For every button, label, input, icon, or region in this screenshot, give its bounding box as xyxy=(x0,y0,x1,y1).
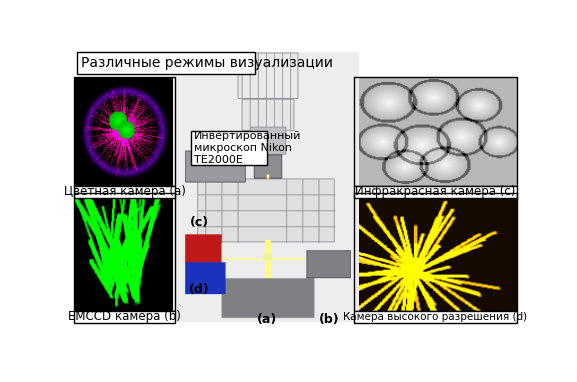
Bar xyxy=(354,186,517,198)
Bar xyxy=(354,77,517,186)
Text: (d): (d) xyxy=(189,283,210,296)
Bar xyxy=(74,193,175,311)
Text: Различные режимы визуализации: Различные режимы визуализации xyxy=(81,56,333,70)
Text: Инвертированный
микроскоп Nikon
TE2000E: Инвертированный микроскоп Nikon TE2000E xyxy=(194,131,302,165)
Text: (a): (a) xyxy=(257,314,277,327)
Text: Цветная камера (a): Цветная камера (a) xyxy=(63,185,186,198)
Text: (b): (b) xyxy=(319,314,339,327)
Text: (c): (c) xyxy=(190,216,209,229)
Bar xyxy=(74,311,175,323)
Text: Камера высокого разрешения (d): Камера высокого разрешения (d) xyxy=(343,312,527,322)
Text: EMCCD камера (b): EMCCD камера (b) xyxy=(68,310,181,323)
Text: Инфракрасная камера (с): Инфракрасная камера (с) xyxy=(355,185,516,198)
Bar xyxy=(354,311,517,323)
Bar xyxy=(74,77,175,186)
Bar xyxy=(354,193,517,311)
Bar xyxy=(74,186,175,198)
Bar xyxy=(190,131,267,165)
Bar xyxy=(77,52,256,74)
